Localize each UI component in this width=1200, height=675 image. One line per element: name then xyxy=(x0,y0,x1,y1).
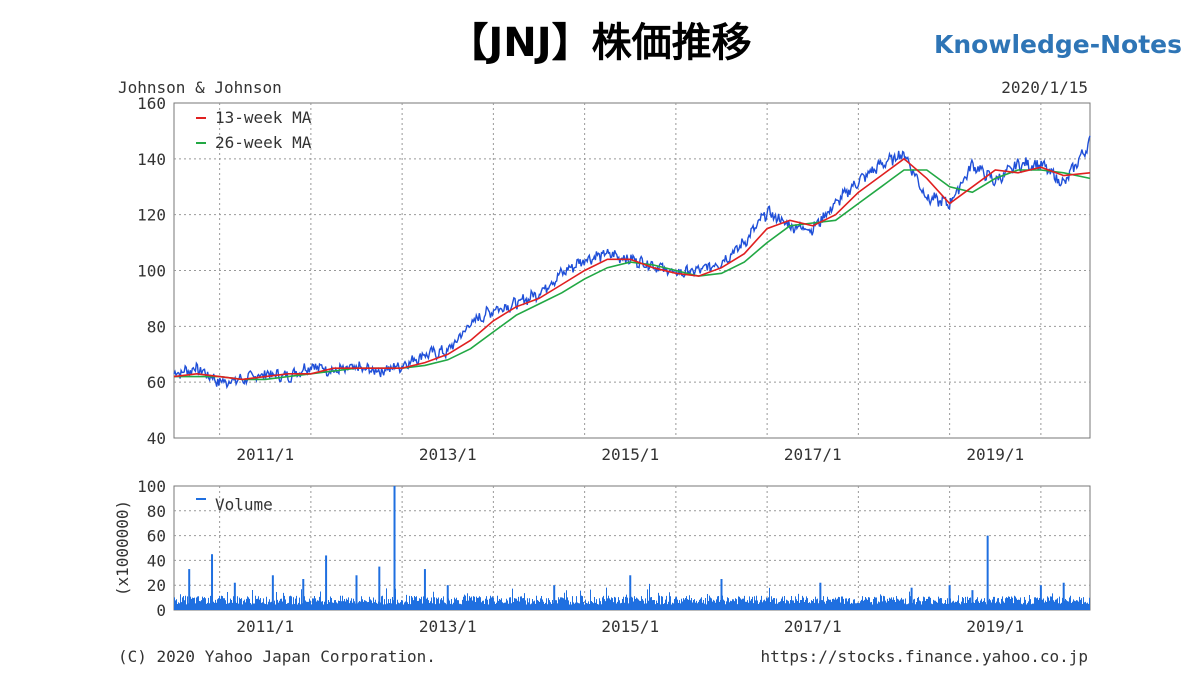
date-label: 2020/1/15 xyxy=(1001,78,1088,97)
legend-label: 26-week MA xyxy=(215,133,312,152)
brand-logo: Knowledge-Notes xyxy=(934,30,1182,59)
x-tick-label: 2013/1 xyxy=(419,445,477,464)
y-tick-label: 80 xyxy=(147,317,166,336)
y-tick-label: 60 xyxy=(147,373,166,392)
y-tick-label: 40 xyxy=(147,551,166,570)
y-tick-label: 60 xyxy=(147,527,166,546)
price-grid xyxy=(173,102,1091,439)
company-label: Johnson & Johnson xyxy=(118,78,282,97)
copyright-text: (C) 2020 Yahoo Japan Corporation. xyxy=(118,647,436,666)
y-tick-label: 100 xyxy=(137,262,166,281)
price-ticks: 40 60 80 100 120 140 160 2011/1 2013/1 2015/1 2017… xyxy=(137,94,1024,464)
x-tick-label: 2017/1 xyxy=(784,445,842,464)
price-line xyxy=(173,135,1091,390)
price-legend: 13-week MA 26-week MA xyxy=(196,108,312,152)
y-tick-label: 0 xyxy=(156,601,166,620)
y-tick-label: 20 xyxy=(147,576,166,595)
y-tick-label: 100 xyxy=(137,477,166,496)
legend-label: Volume xyxy=(215,495,273,514)
volume-ticks: 0 20 40 60 80 100 2011/1 2013/1 2015/1 2017/1 2019… xyxy=(113,477,1024,636)
y-tick-label: 80 xyxy=(147,502,166,521)
volume-legend: Volume xyxy=(196,495,273,514)
x-tick-label: 2011/1 xyxy=(236,617,294,636)
x-tick-label: 2017/1 xyxy=(784,617,842,636)
volume-axis-label: (x1000000) xyxy=(113,500,132,596)
page-title: 【JNJ】株価推移 xyxy=(448,20,752,66)
legend-label: 13-week MA xyxy=(215,108,312,127)
brand-text: Knowledge-Notes xyxy=(934,30,1182,59)
x-tick-label: 2011/1 xyxy=(236,445,294,464)
y-tick-label: 160 xyxy=(137,94,166,113)
volume-grid xyxy=(173,485,1091,611)
ma26-line xyxy=(174,169,1091,381)
y-tick-label: 40 xyxy=(147,429,166,448)
x-tick-label: 2013/1 xyxy=(419,617,477,636)
x-tick-label: 2019/1 xyxy=(966,445,1024,464)
x-tick-label: 2015/1 xyxy=(601,617,659,636)
price-plot-frame xyxy=(173,102,1091,439)
x-tick-label: 2019/1 xyxy=(966,617,1024,636)
ma13-line xyxy=(173,157,1091,381)
volume-bars xyxy=(174,486,1090,610)
x-tick-label: 2015/1 xyxy=(601,445,659,464)
volume-plot-frame xyxy=(173,485,1091,611)
y-tick-label: 140 xyxy=(137,150,166,169)
source-url: https://stocks.finance.yahoo.co.jp xyxy=(760,647,1088,666)
price-lines xyxy=(173,135,1091,390)
y-tick-label: 120 xyxy=(137,206,166,225)
